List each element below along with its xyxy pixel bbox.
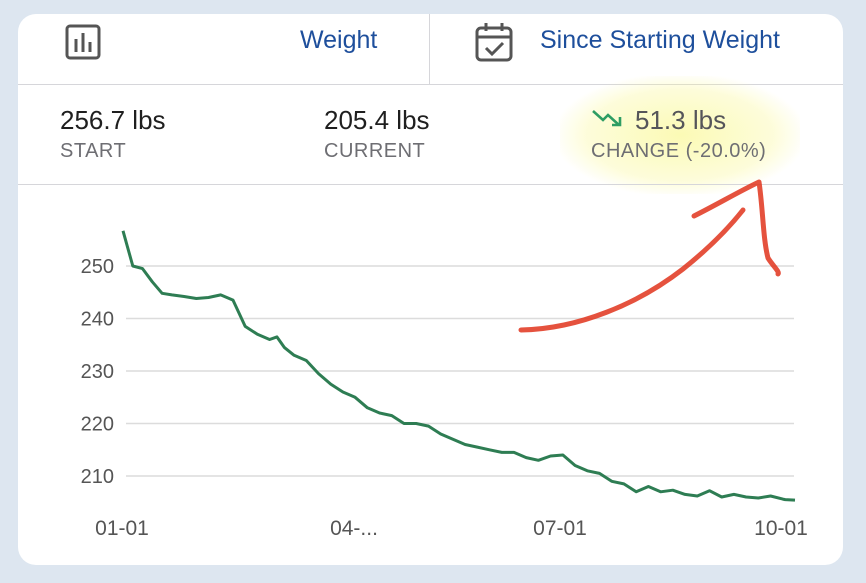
trend-down-icon (591, 107, 625, 134)
stats-row: 256.7 lbs START 205.4 lbs CURRENT 51.3 l… (18, 85, 843, 185)
toolbar-divider (429, 14, 430, 84)
y-tick-label: 210 (81, 466, 114, 488)
start-caption: START (60, 140, 127, 162)
range-selector[interactable]: Since Starting Weight (540, 26, 780, 54)
annotation-arrow (518, 179, 781, 333)
metric-selector[interactable]: Weight (300, 26, 378, 54)
y-tick-label: 240 (81, 309, 114, 331)
weight-series-line (121, 230, 796, 502)
toolbar: Weight Since Starting Weight (18, 14, 843, 85)
current-value: 205.4 lbs (324, 105, 430, 135)
highlighter-mark (560, 76, 800, 194)
x-tick-label: 04-... (330, 517, 378, 540)
bar-chart-icon[interactable] (64, 22, 102, 67)
stat-current: 205.4 lbs CURRENT (324, 105, 430, 163)
current-caption: CURRENT (324, 140, 426, 162)
x-tick-label: 10-01 (754, 517, 808, 540)
weight-card: Weight Since Starting Weight 256.7 lbs S… (18, 14, 843, 565)
stat-start: 256.7 lbs START (60, 105, 166, 163)
change-value: 51.3 lbs (635, 105, 727, 135)
weight-chart: 210 220 230 240 250 01-01 04-... 07-01 10-01 (81, 179, 808, 540)
y-tick-label: 250 (81, 256, 114, 278)
calendar-check-icon[interactable] (474, 20, 514, 69)
y-tick-label: 220 (81, 414, 114, 436)
y-tick-label: 230 (81, 361, 114, 383)
x-tick-label: 01-01 (95, 517, 149, 540)
stat-change: 51.3 lbs CHANGE (-20.0%) (591, 105, 766, 163)
x-tick-label: 07-01 (533, 517, 587, 540)
change-caption: CHANGE (-20.0%) (591, 140, 767, 162)
start-value: 256.7 lbs (60, 105, 166, 135)
